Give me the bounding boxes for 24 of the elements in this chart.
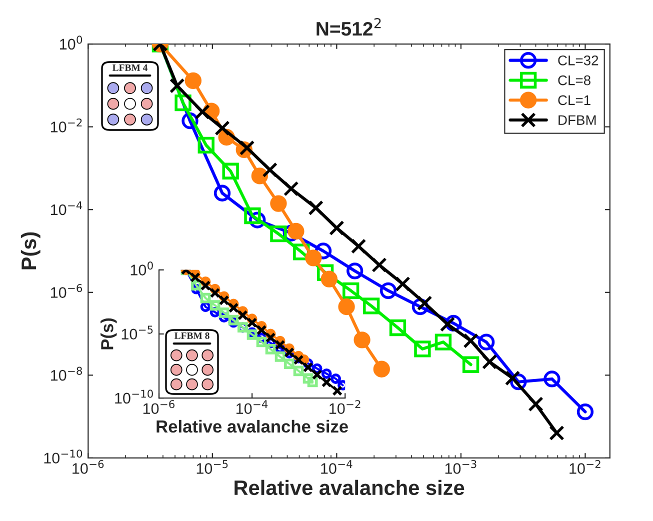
y-tick-label: 10$^{−8}$ xyxy=(51,366,82,381)
y-tick-label: 10$^{−4}$ xyxy=(51,201,82,216)
y-tick-label: 10$^{0}$ xyxy=(60,36,82,50)
x-tick-label: 10$^{−4}$ xyxy=(236,400,268,414)
x-tick-label: 10$^{−2}$ xyxy=(330,400,360,414)
annotation: LFBM 4 xyxy=(112,64,148,71)
chart-title: N=512$^{2}$ xyxy=(316,18,381,36)
legend-label: CL=1 xyxy=(558,95,590,106)
y-tick-label: 10$^{−6}$ xyxy=(51,284,82,298)
annotation: LFBM 8 xyxy=(174,332,210,339)
x-axis-title: Relative avalanche size xyxy=(234,480,464,496)
x-tick-label: 10$^{−2}$ xyxy=(570,460,600,474)
y-axis-title: P(s) xyxy=(20,232,40,270)
x-axis-title: Relative avalanche size xyxy=(156,420,348,433)
legend-label: CL=8 xyxy=(558,75,590,86)
y-tick-label: 10$^{−5}$ xyxy=(122,326,153,340)
x-tick-label: 10$^{−5}$ xyxy=(196,460,228,474)
y-axis-title: P(s) xyxy=(100,318,117,350)
y-tick-label: 10$^{0}$ xyxy=(130,262,153,276)
legend-label: CL=32 xyxy=(558,56,598,66)
x-tick-label: 10$^{−3}$ xyxy=(445,460,476,474)
legend-label: DFBM xyxy=(558,115,596,125)
x-tick-label: 10$^{−4}$ xyxy=(321,460,352,474)
y-tick-label: 10$^{−2}$ xyxy=(51,118,82,132)
